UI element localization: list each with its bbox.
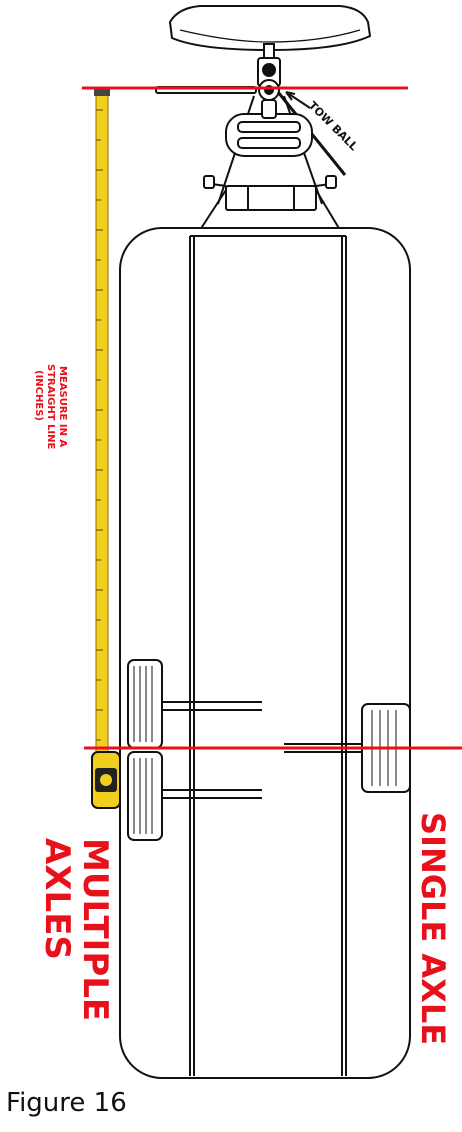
multiple-axles-line-1: MULTIPLE bbox=[75, 838, 115, 1021]
measure-line-3: (INCHES) bbox=[33, 370, 44, 421]
multiple-axles-line-2: AXLES bbox=[37, 838, 77, 960]
measure-instruction: MEASURE IN A STRAIGHT LINE (INCHES) bbox=[33, 364, 68, 450]
tow-ball-arrow bbox=[285, 91, 311, 109]
measure-line-2: STRAIGHT LINE bbox=[45, 364, 56, 450]
multiple-axles-label: MULTIPLE AXLES bbox=[37, 838, 115, 1021]
figure-caption: Figure 16 bbox=[6, 1088, 127, 1118]
single-axle-label: SINGLE AXLE bbox=[414, 812, 452, 1045]
measure-line-1: MEASURE IN A bbox=[57, 366, 68, 447]
multiple-axle-wheels bbox=[127, 659, 262, 841]
trailer-body bbox=[119, 227, 411, 1079]
tape-blade bbox=[95, 87, 109, 755]
tape-measure bbox=[91, 87, 121, 809]
measurement-reference-lines bbox=[82, 86, 462, 750]
vehicle-bumper bbox=[168, 5, 372, 63]
tow-ball-label: TOW BALL bbox=[306, 99, 360, 153]
